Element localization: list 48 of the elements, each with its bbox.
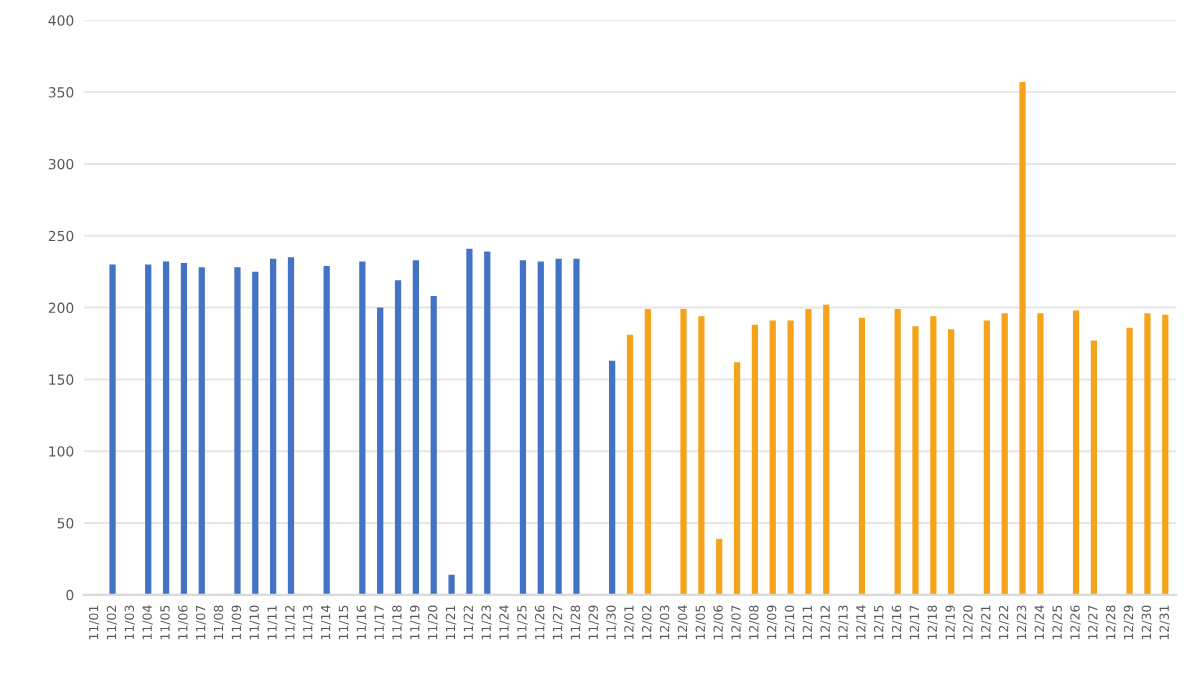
bar (323, 265, 330, 595)
bar (109, 264, 116, 595)
bar (769, 320, 776, 595)
bar (412, 260, 419, 595)
bar (573, 258, 580, 595)
bar (805, 309, 812, 595)
bar (698, 316, 705, 595)
bar (537, 261, 544, 595)
bar (394, 280, 402, 595)
bar (234, 267, 241, 595)
bar (680, 309, 687, 595)
bar (733, 362, 741, 595)
bar (1037, 313, 1044, 595)
bar (1126, 327, 1133, 595)
bar (252, 271, 259, 595)
bar (287, 257, 295, 595)
bar (751, 324, 759, 595)
bar (430, 296, 437, 595)
bar (787, 320, 794, 595)
bar (270, 258, 277, 595)
bar (466, 248, 473, 595)
bar (912, 326, 919, 595)
bar (377, 307, 384, 595)
bar (948, 329, 955, 595)
bar (448, 574, 455, 595)
bar (858, 317, 866, 595)
bar (644, 309, 651, 595)
bar (555, 258, 562, 595)
bar (626, 334, 634, 595)
bar (1072, 310, 1080, 595)
bar (1162, 314, 1169, 595)
bar (1019, 82, 1026, 595)
bar (145, 264, 152, 595)
bar (823, 304, 830, 595)
bar (1090, 340, 1098, 595)
bar (894, 309, 901, 595)
bar (1144, 313, 1151, 595)
bar (519, 260, 527, 595)
bar (1001, 313, 1008, 595)
bar (609, 360, 616, 595)
bar (180, 263, 188, 595)
bar (162, 261, 170, 595)
bar (716, 538, 723, 595)
bar (983, 320, 990, 595)
bar (484, 251, 491, 595)
bar (930, 316, 937, 595)
bar (198, 267, 205, 595)
bar (359, 261, 366, 595)
